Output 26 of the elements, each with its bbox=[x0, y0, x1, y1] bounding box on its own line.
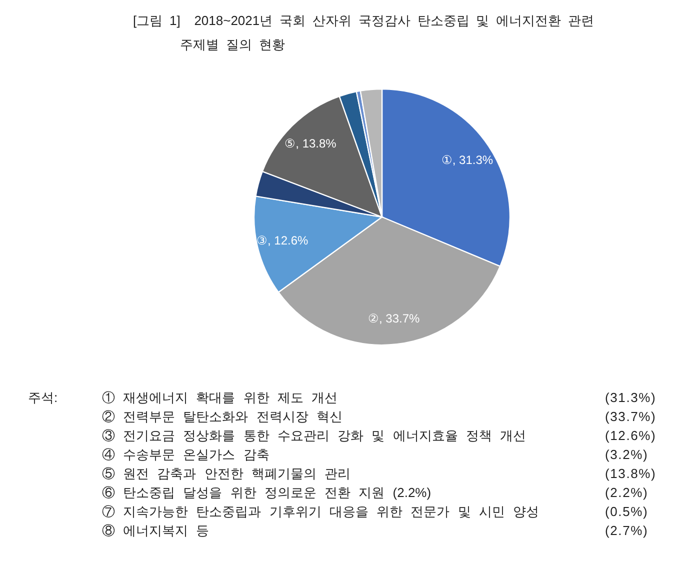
text: (12.6%) bbox=[605, 428, 656, 444]
slice-label: ② bbox=[368, 312, 380, 326]
text: (3.2%) bbox=[605, 447, 648, 463]
text: ⑧ 에너지복지 등 bbox=[102, 523, 210, 539]
text: ③ 전기요금 정상화를 통한 수요관리 강화 및 에너지효율 정책 개선 bbox=[102, 428, 526, 444]
chart-title: [그림 1] 2018~2021년 국회 산자위 국정감사 탄소중립 및 에너지전환 관련 주제별 질의 현황 bbox=[133, 12, 596, 54]
text: (0.5%) bbox=[605, 504, 648, 520]
data-label: , 33.7% bbox=[379, 312, 420, 326]
text: (13.8%) bbox=[605, 466, 656, 482]
text: (2.7%) bbox=[605, 523, 648, 539]
text: ④ 수송부문 온실가스 감축 bbox=[102, 447, 270, 463]
text: (2.2%) bbox=[605, 485, 648, 501]
text: ⑦ 지속가능한 탄소중립과 기후위기 대응을 위한 전문가 및 시민 양성 bbox=[102, 504, 540, 520]
text: ⑥ 탄소중립 달성을 위한 정의로운 전환 지원 (2.2%) bbox=[102, 485, 432, 501]
text: ② 전력부문 탈탄소화와 전력시장 혁신 bbox=[102, 409, 342, 425]
data-label: , 31.3% bbox=[452, 153, 494, 168]
text: ⑤ 원전 감축과 안전한 핵폐기물의 관리 bbox=[102, 466, 351, 482]
data-label: , 12.6% bbox=[268, 234, 309, 248]
slice-label: ① bbox=[441, 153, 452, 168]
text: (33.7%) bbox=[605, 409, 656, 425]
text: (31.3%) bbox=[605, 390, 656, 406]
text: 주석: bbox=[28, 390, 58, 406]
slice-label: ③ bbox=[256, 234, 268, 248]
text: ① 재생에너지 확대를 위한 제도 개선 bbox=[102, 390, 338, 406]
slice-label: ⑤ bbox=[284, 136, 296, 151]
data-label: , 13.8% bbox=[296, 136, 337, 151]
